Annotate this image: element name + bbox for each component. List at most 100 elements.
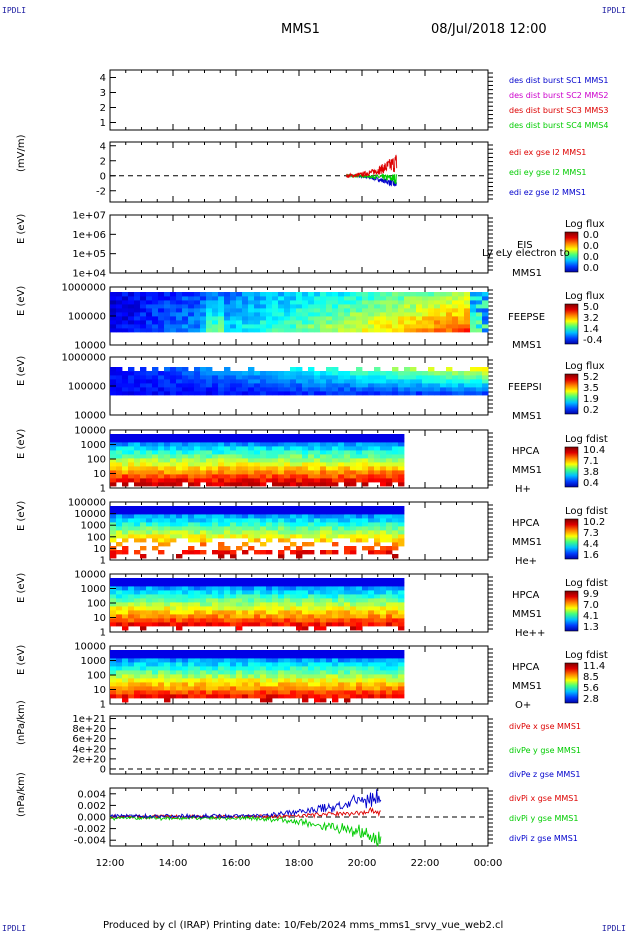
heat-cell (182, 602, 189, 607)
heat-cell (440, 371, 447, 376)
heat-cell (218, 308, 225, 313)
heat-cell (290, 391, 297, 396)
heat-cell (290, 534, 297, 539)
heat-cell (410, 371, 417, 376)
heat-cell (302, 438, 309, 443)
heat-cell (170, 312, 177, 317)
heat-cell (194, 450, 201, 455)
heat-cell (284, 308, 291, 313)
heat-cell (230, 470, 237, 475)
heat-cell (440, 383, 447, 388)
heat-cell (266, 530, 273, 535)
heat-cell (284, 598, 291, 603)
heat-cell (446, 292, 453, 297)
heat-cell (338, 514, 345, 519)
heat-cell (170, 296, 177, 301)
heat-cell (164, 542, 171, 547)
heat-cell (128, 610, 135, 615)
heat-cell (176, 594, 183, 599)
heat-cell (260, 542, 267, 547)
heat-cell (266, 522, 273, 527)
legend-entry: edi ez gse l2 MMS1 (509, 188, 586, 197)
heat-cell (218, 546, 225, 551)
heat-cell (278, 654, 285, 659)
heat-cell (314, 478, 321, 483)
heat-cell (218, 375, 225, 380)
heat-cell (398, 670, 405, 675)
heat-cell (482, 383, 489, 388)
heat-cell (248, 682, 255, 687)
heat-cell (272, 446, 279, 451)
heat-cell (194, 292, 201, 297)
heat-cell (284, 594, 291, 599)
heat-cell (356, 670, 363, 675)
heat-cell (194, 618, 201, 623)
heat-cell (272, 606, 279, 611)
heat-cell (266, 478, 273, 483)
heat-cell (356, 391, 363, 396)
heat-cell (284, 375, 291, 380)
heat-cell (320, 694, 327, 699)
heat-cell (338, 622, 345, 627)
heat-cell (374, 622, 381, 627)
heat-cell (302, 470, 309, 475)
heat-cell (158, 304, 165, 309)
heat-cell (140, 586, 147, 591)
heat-cell (386, 526, 393, 531)
heat-cell (140, 682, 147, 687)
heat-cell (284, 371, 291, 376)
heat-cell (194, 674, 201, 679)
heat-cell (386, 590, 393, 595)
heat-cell (314, 296, 321, 301)
heat-cell (254, 654, 261, 659)
heat-cell (188, 304, 195, 309)
heat-cell (338, 316, 345, 321)
heat-cell (248, 670, 255, 675)
heat-cell (140, 662, 147, 667)
heat-cell (290, 582, 297, 587)
heat-cell (176, 438, 183, 443)
heat-cell (272, 506, 279, 511)
heat-cell (230, 304, 237, 309)
heat-cell (170, 666, 177, 671)
heat-cell (362, 518, 369, 523)
heat-cell (272, 682, 279, 687)
heat-cell (158, 300, 165, 305)
heat-cell (116, 550, 123, 555)
heat-cell (314, 618, 321, 623)
heat-cell (218, 690, 225, 695)
heat-cell (182, 478, 189, 483)
heat-cell (332, 662, 339, 667)
heat-cell (164, 678, 171, 683)
heat-cell (164, 454, 171, 459)
heat-cell (332, 446, 339, 451)
heat-cell (332, 602, 339, 607)
heat-cell (416, 304, 423, 309)
heat-cell (146, 371, 153, 376)
heat-cell (236, 387, 243, 392)
heat-cell (362, 670, 369, 675)
heat-cell (170, 526, 177, 531)
heat-cell (188, 458, 195, 463)
heat-cell (236, 474, 243, 479)
heat-cell (248, 510, 255, 515)
heat-cell (302, 454, 309, 459)
heat-cell (116, 438, 123, 443)
heat-cell (326, 686, 333, 691)
heat-cell (392, 506, 399, 511)
heat-cell (170, 534, 177, 539)
heat-cell (212, 518, 219, 523)
heat-cell (284, 474, 291, 479)
heat-cell (308, 650, 315, 655)
series-divpi-z (109, 789, 382, 820)
heat-cell (368, 304, 375, 309)
heat-cell (146, 296, 153, 301)
heat-cell (230, 379, 237, 384)
heat-cell (206, 308, 213, 313)
colorbar-title: Log flux (565, 219, 605, 230)
heat-cell (278, 454, 285, 459)
heat-cell (482, 375, 489, 380)
heat-cell (134, 606, 141, 611)
heat-cell (128, 510, 135, 515)
heat-cell (146, 606, 153, 611)
